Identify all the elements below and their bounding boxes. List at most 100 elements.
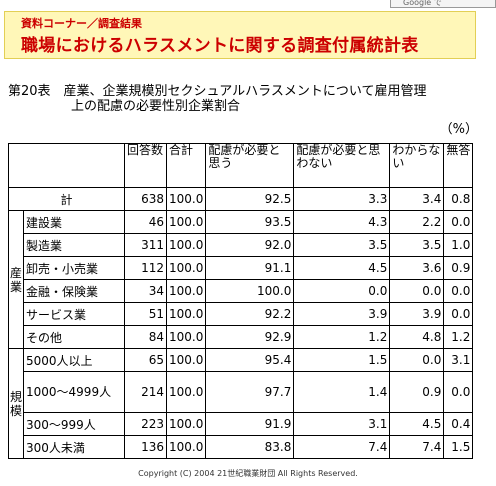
- cell-value: 4.8: [389, 325, 445, 349]
- cell-value: 4.5: [389, 412, 445, 436]
- caption-line-2: 上の配慮の必要性別企業割合: [71, 99, 241, 114]
- table-row: 規模 5000人以上 65 100.0 95.4 1.5 0.0 3.1: [8, 348, 474, 459]
- cell-value: 51: [124, 302, 167, 326]
- cell-value: 100.0: [205, 279, 295, 303]
- cell-value: 0.0: [389, 348, 445, 372]
- row-label: 卸売・小売業: [23, 256, 125, 280]
- row-label: サービス業: [23, 302, 125, 326]
- cell-value: 83.8: [205, 435, 295, 459]
- cell-value: 91.9: [205, 412, 295, 436]
- cell-value: 1.0: [443, 233, 474, 257]
- caption-line-1: 第20表 産業、企業規模別セクシュアルハラスメントについて雇用管理: [8, 84, 427, 99]
- table-caption: 第20表 産業、企業規模別セクシュアルハラスメントについて雇用管理 上の配慮の必…: [8, 84, 488, 114]
- cell-value: 0.8: [443, 187, 474, 211]
- cell-value: 3.9: [389, 302, 445, 326]
- cell-value: 100.0: [165, 325, 207, 349]
- google-search-button[interactable]: Google で: [390, 0, 496, 8]
- cell-value: 100.0: [165, 187, 207, 211]
- cell-value: 0.9: [389, 371, 445, 413]
- header-total: 合計: [165, 143, 207, 188]
- cell-value: 3.4: [389, 187, 445, 211]
- cell-value: 112: [124, 256, 167, 280]
- cell-value: 1.5: [293, 348, 391, 372]
- cell-value: 92.2: [205, 302, 295, 326]
- cell-value: 100.0: [165, 435, 207, 459]
- cell-value: 3.1: [293, 412, 391, 436]
- cell-value: 100.0: [165, 233, 207, 257]
- cell-value: 136: [124, 435, 167, 459]
- header-row: 回答数 合計 配慮が必要と思う 配慮が必要と思わない わからない 無答: [8, 143, 474, 188]
- cell-value: 100.0: [165, 412, 207, 436]
- cell-value: 223: [124, 412, 167, 436]
- cell-value: 638: [124, 187, 167, 211]
- cell-value: 91.1: [205, 256, 295, 280]
- cell-value: 93.5: [205, 210, 295, 234]
- cell-value: 1.2: [443, 325, 474, 349]
- cell-value: 1.4: [293, 371, 391, 413]
- cell-value: 100.0: [165, 371, 207, 413]
- row-label: 計: [8, 187, 125, 211]
- header-no-answer: 無答: [443, 143, 474, 188]
- header-respondents: 回答数: [124, 143, 167, 188]
- cell-value: 0.4: [443, 412, 474, 436]
- statistics-table: 回答数 合計 配慮が必要と思う 配慮が必要と思わない わからない 無答 計 638…: [8, 143, 474, 459]
- cell-value: 3.1: [443, 348, 474, 372]
- banner-subtitle: 資料コーナー／調査結果: [21, 17, 142, 30]
- cell-value: 0.0: [443, 302, 474, 326]
- cell-value: 92.9: [205, 325, 295, 349]
- cell-value: 7.4: [389, 435, 445, 459]
- cell-value: 100.0: [165, 256, 207, 280]
- table-row-total: 計 638 100.0 92.5 3.3 3.4 0.8: [8, 187, 474, 211]
- table-row: 300～999人 223 100.0 91.9 3.1 4.5 0.4: [9, 412, 474, 436]
- cell-value: 100.0: [165, 348, 207, 372]
- cell-value: 3.9: [293, 302, 391, 326]
- group-label: 規模: [8, 348, 24, 459]
- cell-value: 1.2: [293, 325, 391, 349]
- cell-value: 92.5: [205, 187, 295, 211]
- cell-value: 0.0: [389, 279, 445, 303]
- cell-value: 46: [124, 210, 167, 234]
- table-row: その他 84 100.0 92.9 1.2 4.8 1.2: [9, 325, 474, 349]
- cell-value: 95.4: [205, 348, 295, 372]
- cell-value: 0.9: [443, 256, 474, 280]
- cell-value: 34: [124, 279, 167, 303]
- table-row: 金融・保険業 34 100.0 100.0 0.0 0.0 0.0: [9, 279, 474, 303]
- table-row: 製造業 311 100.0 92.0 3.5 3.5 1.0: [9, 233, 474, 257]
- cell-value: 100.0: [165, 210, 207, 234]
- cell-value: 100.0: [165, 302, 207, 326]
- banner-title: 職場におけるハラスメントに関する調査付属統計表: [21, 36, 419, 56]
- cell-value: 4.5: [293, 256, 391, 280]
- cell-value: 3.3: [293, 187, 391, 211]
- table-row: 1000～4999人 214 100.0 97.7 1.4 0.9 0.0: [9, 371, 474, 413]
- cell-value: 0.0: [443, 371, 474, 413]
- cell-value: 97.7: [205, 371, 295, 413]
- table-row: 卸売・小売業 112 100.0 91.1 4.5 3.6 0.9: [9, 256, 474, 280]
- cell-value: 0.0: [443, 210, 474, 234]
- row-label: 300～999人: [23, 412, 125, 436]
- header-not-needed: 配慮が必要と思わない: [293, 143, 391, 188]
- cell-value: 3.5: [293, 233, 391, 257]
- row-label: 1000～4999人: [23, 371, 125, 413]
- row-label: 300人未満: [23, 435, 125, 459]
- cell-value: 311: [124, 233, 167, 257]
- row-label: その他: [23, 325, 125, 349]
- page-banner: 資料コーナー／調査結果 職場におけるハラスメントに関する調査付属統計表: [4, 11, 476, 59]
- cell-value: 4.3: [293, 210, 391, 234]
- table-row: 300人未満 136 100.0 83.8 7.4 7.4 1.5: [9, 435, 474, 459]
- cell-value: 0.0: [443, 279, 474, 303]
- cell-value: 92.0: [205, 233, 295, 257]
- cell-value: 65: [124, 348, 167, 372]
- table-row: 産業 建設業 46 100.0 93.5 4.3 2.2 0.0: [8, 210, 474, 349]
- header-needed: 配慮が必要と思う: [205, 143, 295, 188]
- row-label: 5000人以上: [23, 348, 125, 372]
- copyright-footer: Copyright (C) 2004 21世紀職業財団 All Rights R…: [138, 469, 358, 478]
- row-label: 建設業: [23, 210, 125, 234]
- cell-value: 84: [124, 325, 167, 349]
- cell-value: 214: [124, 371, 167, 413]
- cell-value: 1.5: [443, 435, 474, 459]
- header-blank: [8, 143, 125, 188]
- header-unknown: わからない: [389, 143, 445, 188]
- table-row: サービス業 51 100.0 92.2 3.9 3.9 0.0: [9, 302, 474, 326]
- row-label: 製造業: [23, 233, 125, 257]
- cell-value: 3.5: [389, 233, 445, 257]
